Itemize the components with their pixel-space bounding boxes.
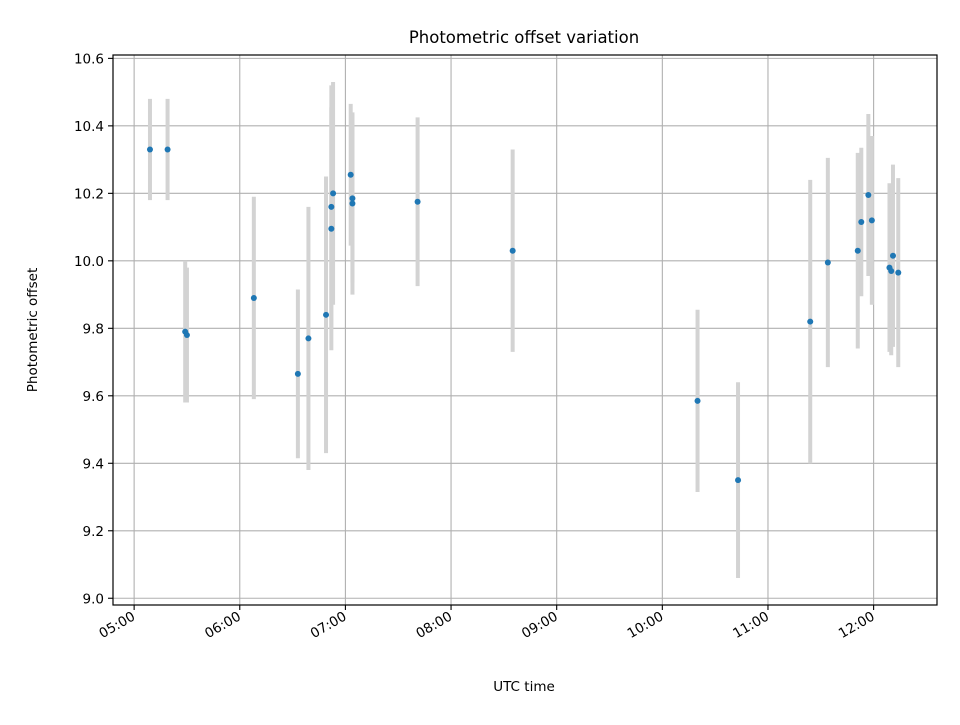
- y-tick-label: 9.6: [83, 389, 104, 405]
- data-point: [328, 203, 335, 210]
- data-point: [250, 294, 257, 301]
- data-point: [895, 269, 902, 276]
- data-point: [305, 335, 312, 342]
- data-point: [868, 217, 875, 224]
- y-tick-label: 9.4: [83, 456, 104, 472]
- y-tick-label: 10.4: [74, 119, 104, 135]
- y-axis-ticks: 9.0 9.2 9.4 9.6 9.8 10.0 10.2 10.4 10.6: [74, 51, 113, 607]
- y-tick-label: 9.0: [83, 591, 104, 607]
- data-point: [414, 198, 421, 205]
- y-tick-label: 10.0: [74, 254, 104, 270]
- y-tick-label: 10.6: [74, 51, 104, 67]
- data-point: [858, 219, 865, 226]
- data-point: [509, 247, 516, 254]
- data-point: [735, 477, 742, 484]
- y-tick-label: 9.2: [83, 524, 104, 540]
- y-tick-label: 9.8: [83, 321, 104, 337]
- data-point: [146, 146, 153, 153]
- data-point: [807, 318, 814, 325]
- x-axis-label: UTC time: [493, 679, 555, 695]
- data-point: [865, 192, 872, 199]
- y-tick-label: 10.2: [74, 186, 104, 202]
- data-point: [694, 397, 701, 404]
- data-point: [349, 195, 356, 202]
- data-point: [349, 200, 356, 207]
- data-point: [328, 225, 335, 232]
- y-axis-label: Photometric offset: [25, 268, 41, 392]
- data-point: [888, 267, 895, 274]
- data-point: [164, 146, 171, 153]
- data-point: [323, 311, 330, 318]
- data-point: [294, 370, 301, 377]
- data-points: [146, 146, 902, 484]
- chart-title: Photometric offset variation: [409, 28, 639, 47]
- data-point: [889, 252, 896, 259]
- data-point: [183, 332, 190, 339]
- data-point: [347, 171, 354, 178]
- data-point: [330, 190, 337, 197]
- grid-lines: [113, 55, 937, 605]
- data-point: [854, 247, 861, 254]
- data-point: [824, 259, 831, 266]
- plot-frame: [112, 54, 938, 606]
